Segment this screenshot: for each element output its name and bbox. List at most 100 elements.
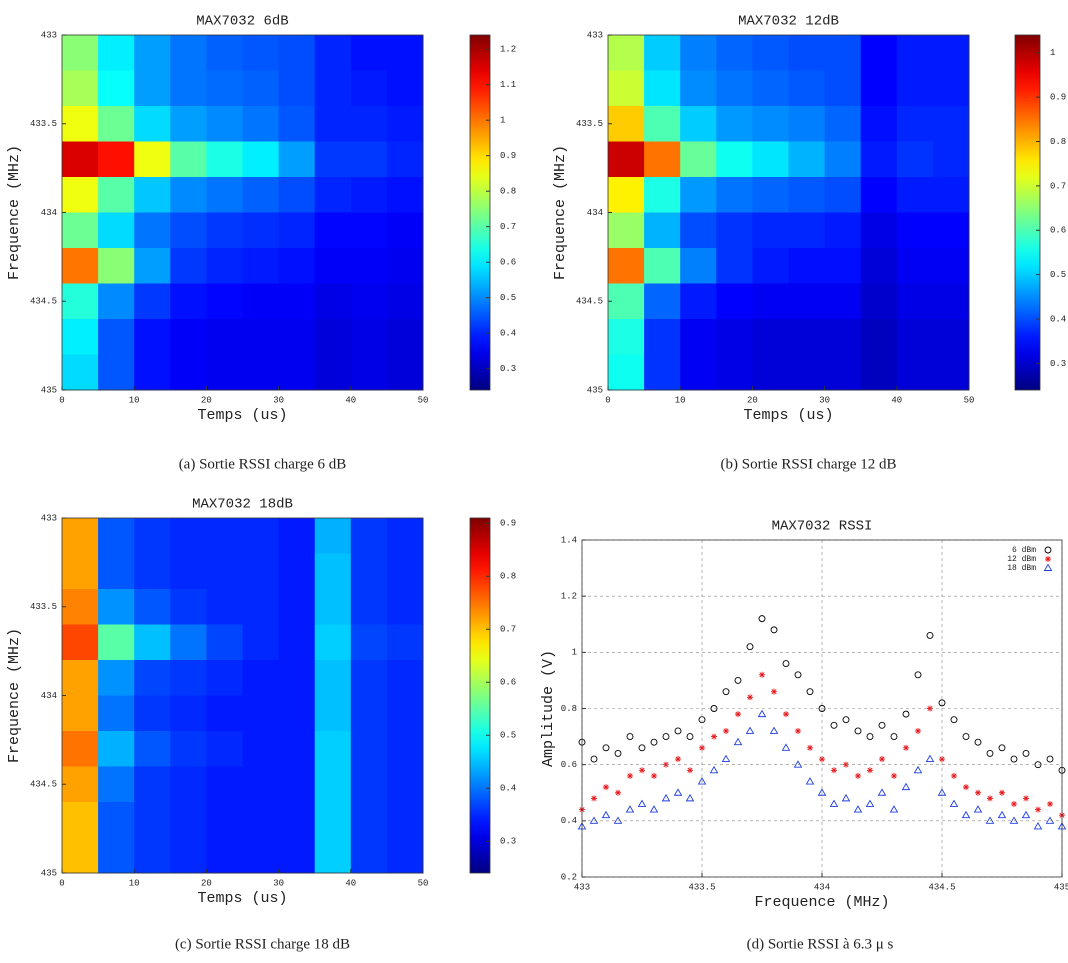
scatter-point <box>721 754 731 762</box>
scatter-point <box>723 727 729 734</box>
heat-cell <box>278 837 316 874</box>
scatter-point <box>902 710 910 718</box>
y-tick-label: 0.8 <box>561 704 577 714</box>
heat-cell <box>386 553 424 590</box>
heat-cell <box>314 283 352 320</box>
x-tick-label: 40 <box>345 878 356 888</box>
heat-cell <box>98 766 135 803</box>
scatter-point <box>637 799 647 807</box>
scatter-point <box>639 767 645 774</box>
scatter-point <box>865 799 875 807</box>
heat-cell <box>350 212 388 249</box>
heat-cell <box>206 248 243 284</box>
heat-cell <box>170 283 207 320</box>
heat-cell <box>752 248 789 284</box>
heat-cell <box>242 212 280 249</box>
scatter-point <box>925 754 935 762</box>
heat-cell <box>608 354 645 391</box>
x-tick-label: 20 <box>747 395 758 405</box>
heat-cell <box>824 141 862 178</box>
heat-cell <box>896 177 934 213</box>
heat-cell <box>350 802 388 838</box>
caption: (b) Sortie RSSI charge 12 dB <box>721 456 897 472</box>
heat-cell <box>98 212 135 249</box>
heat-cell <box>896 319 934 355</box>
heat-cell <box>716 319 753 355</box>
heat-cell <box>170 177 207 213</box>
heat-cell <box>350 624 388 661</box>
heat-cell <box>206 354 243 391</box>
legend-label: 6 dBm <box>1012 546 1036 555</box>
heat-cell <box>386 695 424 732</box>
y-tick-label: 434 <box>41 208 57 218</box>
colorbar-tick-label: 0.9 <box>500 519 516 529</box>
heat-cell <box>242 766 280 803</box>
x-tick-label: 433 <box>574 882 590 892</box>
colorbar-tick-label: 0.3 <box>500 837 516 847</box>
heat-cell <box>350 106 388 142</box>
colorbar-tick-label: 0.5 <box>500 731 516 741</box>
heat-cell <box>98 660 135 696</box>
heat-cell <box>134 660 171 696</box>
scatter-point <box>817 788 827 796</box>
heat-cell <box>62 248 99 284</box>
scatter-point <box>757 709 767 718</box>
colorbar-tick-label: 0.4 <box>500 784 516 794</box>
heat-cell <box>134 695 171 732</box>
heat-cell <box>680 319 717 355</box>
plot-frame <box>61 34 424 391</box>
heat-cell <box>62 106 99 142</box>
heat-cell <box>62 589 99 625</box>
heat-cell <box>242 70 280 107</box>
heat-cell <box>278 141 316 178</box>
scatter-point <box>987 795 993 802</box>
heat-cell <box>242 35 280 71</box>
scatter-point <box>735 711 741 718</box>
scatter-point <box>759 671 765 678</box>
heat-cell <box>134 141 171 178</box>
scatter-point <box>926 632 934 639</box>
heat-cell <box>278 212 316 249</box>
heat-cell <box>278 731 316 767</box>
scatter-point <box>783 711 789 718</box>
scatter-point <box>795 727 801 734</box>
heat-cell <box>62 35 99 71</box>
heat-cell <box>314 837 352 874</box>
heat-cell <box>716 354 753 391</box>
heat-cell <box>644 319 681 355</box>
heat-cell <box>134 319 171 355</box>
heat-cell <box>716 106 753 142</box>
scatter-point <box>745 726 755 734</box>
heat-cell <box>716 70 753 107</box>
scatter-point <box>1035 806 1041 813</box>
heat-cell <box>824 70 862 107</box>
heat-cell <box>824 177 862 213</box>
heat-cell <box>242 695 280 732</box>
scatter-point <box>842 716 850 724</box>
colorbar-tick-label: 1.2 <box>500 45 516 55</box>
heat-cell <box>350 248 388 284</box>
scatter-point <box>603 784 609 791</box>
heat-cell <box>386 177 424 213</box>
heat-cell <box>608 248 645 284</box>
colorbar <box>469 517 491 874</box>
heat-cell <box>716 283 753 320</box>
x-tick-label: 434 <box>814 882 830 892</box>
heat-cell <box>62 141 99 178</box>
heat-cell <box>860 177 898 213</box>
heat-cell <box>134 802 171 838</box>
heat-cell <box>314 212 352 249</box>
heat-cell <box>206 106 243 142</box>
heat-cell <box>788 248 826 284</box>
scatter-point <box>1023 795 1029 802</box>
heat-cell <box>170 212 207 249</box>
scatter-point <box>651 772 657 779</box>
heat-cell <box>134 283 171 320</box>
chart-title: MAX7032 RSSI <box>772 519 873 535</box>
scatter-point <box>747 694 753 701</box>
x-tick-label: 30 <box>273 878 284 888</box>
heat-cell <box>206 624 243 661</box>
heat-cell <box>314 589 352 625</box>
heat-cell <box>278 283 316 320</box>
colorbar-tick-label: 0.5 <box>1050 270 1066 280</box>
